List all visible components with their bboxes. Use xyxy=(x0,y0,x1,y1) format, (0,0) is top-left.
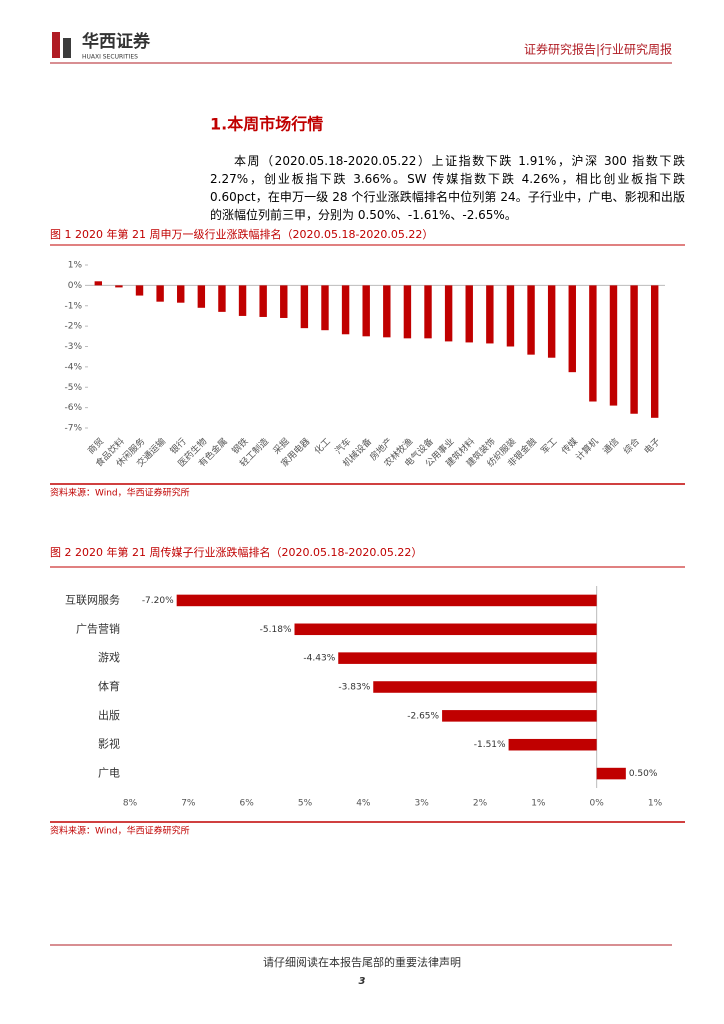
bar xyxy=(486,285,494,344)
source-note: 资料来源：Wind，华西证券研究所 xyxy=(50,487,190,499)
figure-caption: 图 1 2020 年第 21 周申万一级行业涨跌幅排名（2020.05.18-2… xyxy=(50,227,433,241)
footer-notice: 请仔细阅读在本报告尾部的重要法律声明 xyxy=(263,955,461,969)
y-tick-label: 广电 xyxy=(98,767,120,780)
y-tick-label: 广告营销 xyxy=(76,621,120,635)
bar xyxy=(115,285,123,288)
bar xyxy=(650,285,659,418)
value-label: 0.50% xyxy=(629,769,658,779)
section-title: 1.本周市场行情 xyxy=(210,115,323,134)
x-tick-label: 综合 xyxy=(621,435,642,456)
logo-mark xyxy=(63,38,71,58)
bar xyxy=(589,285,597,402)
x-tick-label: 4% xyxy=(356,799,371,809)
value-label: -5.18% xyxy=(260,625,292,635)
y-tick-label: -7% xyxy=(64,424,82,434)
bar xyxy=(176,594,597,607)
x-tick-label: 2% xyxy=(473,799,488,809)
x-tick-label: 计算机 xyxy=(573,435,601,463)
y-tick-label: 出版 xyxy=(98,708,120,722)
x-tick-label: 5% xyxy=(298,799,313,809)
logo-text: 华西证券 xyxy=(82,31,151,52)
y-tick-label: 体育 xyxy=(98,679,120,693)
bar xyxy=(135,285,144,296)
x-tick-label: 军工 xyxy=(539,436,560,457)
logo-mark xyxy=(52,32,60,58)
bar xyxy=(238,285,247,316)
bar xyxy=(508,738,597,751)
bar xyxy=(280,285,288,318)
bar xyxy=(442,710,597,722)
paragraph: 本周（2020.05.18-2020.05.22）上证指数下跌 1.91%，沪深… xyxy=(210,154,685,222)
value-label: -1.51% xyxy=(474,740,506,750)
x-tick-label: 化工 xyxy=(312,435,333,456)
bar xyxy=(197,285,206,308)
y-tick-label: 互联网服务 xyxy=(65,593,120,606)
y-tick-label: 0% xyxy=(68,281,83,291)
bar xyxy=(300,285,309,329)
y-tick-label: -2% xyxy=(64,322,82,332)
bar xyxy=(568,285,576,373)
y-tick-label: -1% xyxy=(64,301,82,311)
source-note: 资料来源：Wind，华西证券研究所 xyxy=(50,825,190,837)
value-label: -7.20% xyxy=(142,596,174,606)
figure-caption: 图 2 2020 年第 21 周传媒子行业涨跌幅排名（2020.05.18-20… xyxy=(50,545,422,559)
bar xyxy=(383,285,391,338)
x-tick-label: 1% xyxy=(531,799,546,809)
x-tick-label: 电子 xyxy=(641,435,662,456)
bar xyxy=(403,285,412,339)
y-tick-label: -3% xyxy=(64,342,82,352)
x-tick-label: 0% xyxy=(590,799,605,809)
bar xyxy=(341,285,350,335)
logo-subtext: HUAXI SECURITIES xyxy=(82,54,138,61)
header-label: 证券研究报告|行业研究周报 xyxy=(524,42,672,57)
x-tick-label: 3% xyxy=(415,799,430,809)
value-label: -3.83% xyxy=(338,683,370,693)
x-tick-label: 1% xyxy=(648,799,663,809)
bar xyxy=(338,652,597,664)
x-tick-label: 8% xyxy=(123,799,138,809)
x-tick-label: 通信 xyxy=(600,435,621,456)
y-tick-label: -6% xyxy=(64,403,82,413)
x-tick-label: 7% xyxy=(181,799,196,809)
y-tick-label: 影视 xyxy=(98,737,120,751)
bar xyxy=(373,681,597,693)
bar xyxy=(609,285,618,406)
bar xyxy=(156,285,164,302)
bar xyxy=(444,285,453,342)
bar xyxy=(259,285,267,317)
bar xyxy=(218,285,226,312)
bar xyxy=(465,285,473,343)
value-label: -4.43% xyxy=(303,654,335,664)
bar xyxy=(177,285,185,303)
value-label: -2.65% xyxy=(407,711,439,721)
bar xyxy=(506,285,515,347)
y-tick-label: 游戏 xyxy=(98,651,120,664)
page-number: 3 xyxy=(359,976,366,987)
y-tick-label: 1% xyxy=(68,261,83,271)
bar xyxy=(321,285,329,331)
bar xyxy=(547,285,556,358)
bar xyxy=(94,281,103,286)
x-tick-label: 6% xyxy=(240,799,255,809)
bar xyxy=(630,285,638,414)
bar xyxy=(294,623,597,636)
bar xyxy=(424,285,432,339)
y-tick-label: -5% xyxy=(64,383,82,393)
bar xyxy=(527,285,535,355)
bar xyxy=(596,767,626,780)
y-tick-label: -4% xyxy=(64,362,82,372)
bar xyxy=(362,285,370,337)
